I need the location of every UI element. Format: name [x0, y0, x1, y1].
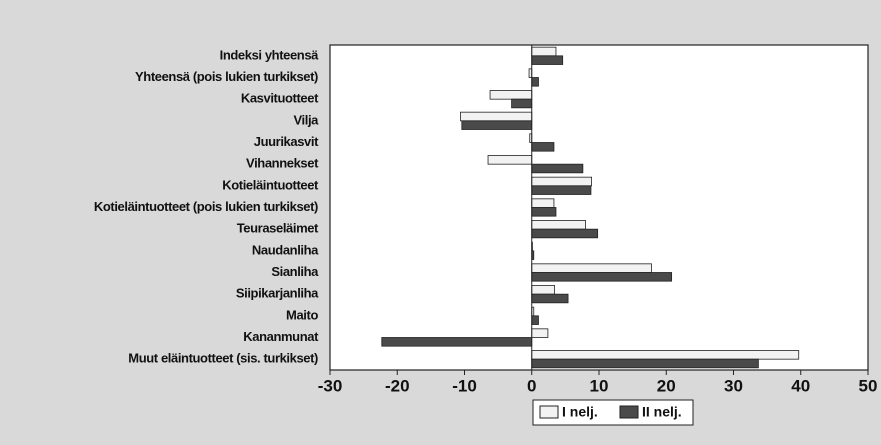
category-label: Kananmunat: [243, 329, 319, 344]
x-tick-label: 20: [657, 376, 676, 395]
x-tick-label: -10: [452, 376, 477, 395]
bar: [531, 358, 759, 369]
bar: [461, 120, 533, 130]
legend-label: II nelj.: [642, 404, 682, 420]
bar: [531, 142, 555, 152]
category-label: Kasvituotteet: [241, 91, 319, 106]
bar: [531, 293, 569, 304]
category-label: Kotieläintuotteet: [222, 177, 319, 192]
bar: [531, 315, 539, 325]
bar: [531, 207, 557, 217]
bar: [531, 185, 592, 195]
legend-label: I nelj.: [562, 404, 598, 420]
bar: [531, 163, 584, 174]
bar: [531, 263, 652, 273]
bar: [531, 55, 564, 65]
legend-box: [532, 399, 694, 426]
legend-swatch: [539, 405, 559, 419]
category-label: Indeksi yhteensä: [220, 47, 320, 62]
category-label: Siipikarjanliha: [236, 286, 319, 301]
x-tick-label: 50: [859, 376, 878, 395]
bar: [531, 228, 599, 239]
bar: [531, 272, 673, 282]
category-label: Muut eläintuotteet (sis. turkikset): [128, 351, 318, 366]
category-label: Yhteensä (pois lukien turkikset): [135, 69, 318, 84]
bar: [511, 98, 533, 109]
plot-area: [329, 44, 869, 371]
bar: [531, 285, 556, 295]
bar: [487, 155, 533, 165]
bar: [460, 111, 533, 122]
category-label: Kotieläintuotteet (pois lukien turkikset…: [94, 199, 318, 214]
x-tick-label: -20: [385, 376, 410, 395]
legend-swatch: [619, 405, 639, 419]
bar: [531, 220, 586, 230]
bar: [531, 328, 549, 338]
x-tick-label: 0: [527, 376, 536, 395]
x-tick-label: -30: [318, 376, 343, 395]
bar: [531, 176, 593, 187]
category-label: Maito: [286, 307, 318, 322]
category-label: Teuraseläimet: [237, 221, 319, 236]
category-label: Sianliha: [271, 264, 319, 279]
x-tick-label: 40: [791, 376, 810, 395]
category-label: Naudanliha: [252, 242, 319, 257]
bar: [531, 77, 539, 87]
bar: [531, 46, 557, 57]
bar: [531, 350, 800, 360]
bar: [531, 198, 555, 208]
bar: [489, 90, 533, 100]
category-label: Vihannekset: [246, 156, 319, 171]
bar: [381, 337, 533, 347]
x-tick-label: 30: [724, 376, 743, 395]
x-tick-label: 10: [590, 376, 609, 395]
category-label: Juurikasvit: [254, 134, 319, 149]
category-label: Vilja: [293, 112, 319, 127]
